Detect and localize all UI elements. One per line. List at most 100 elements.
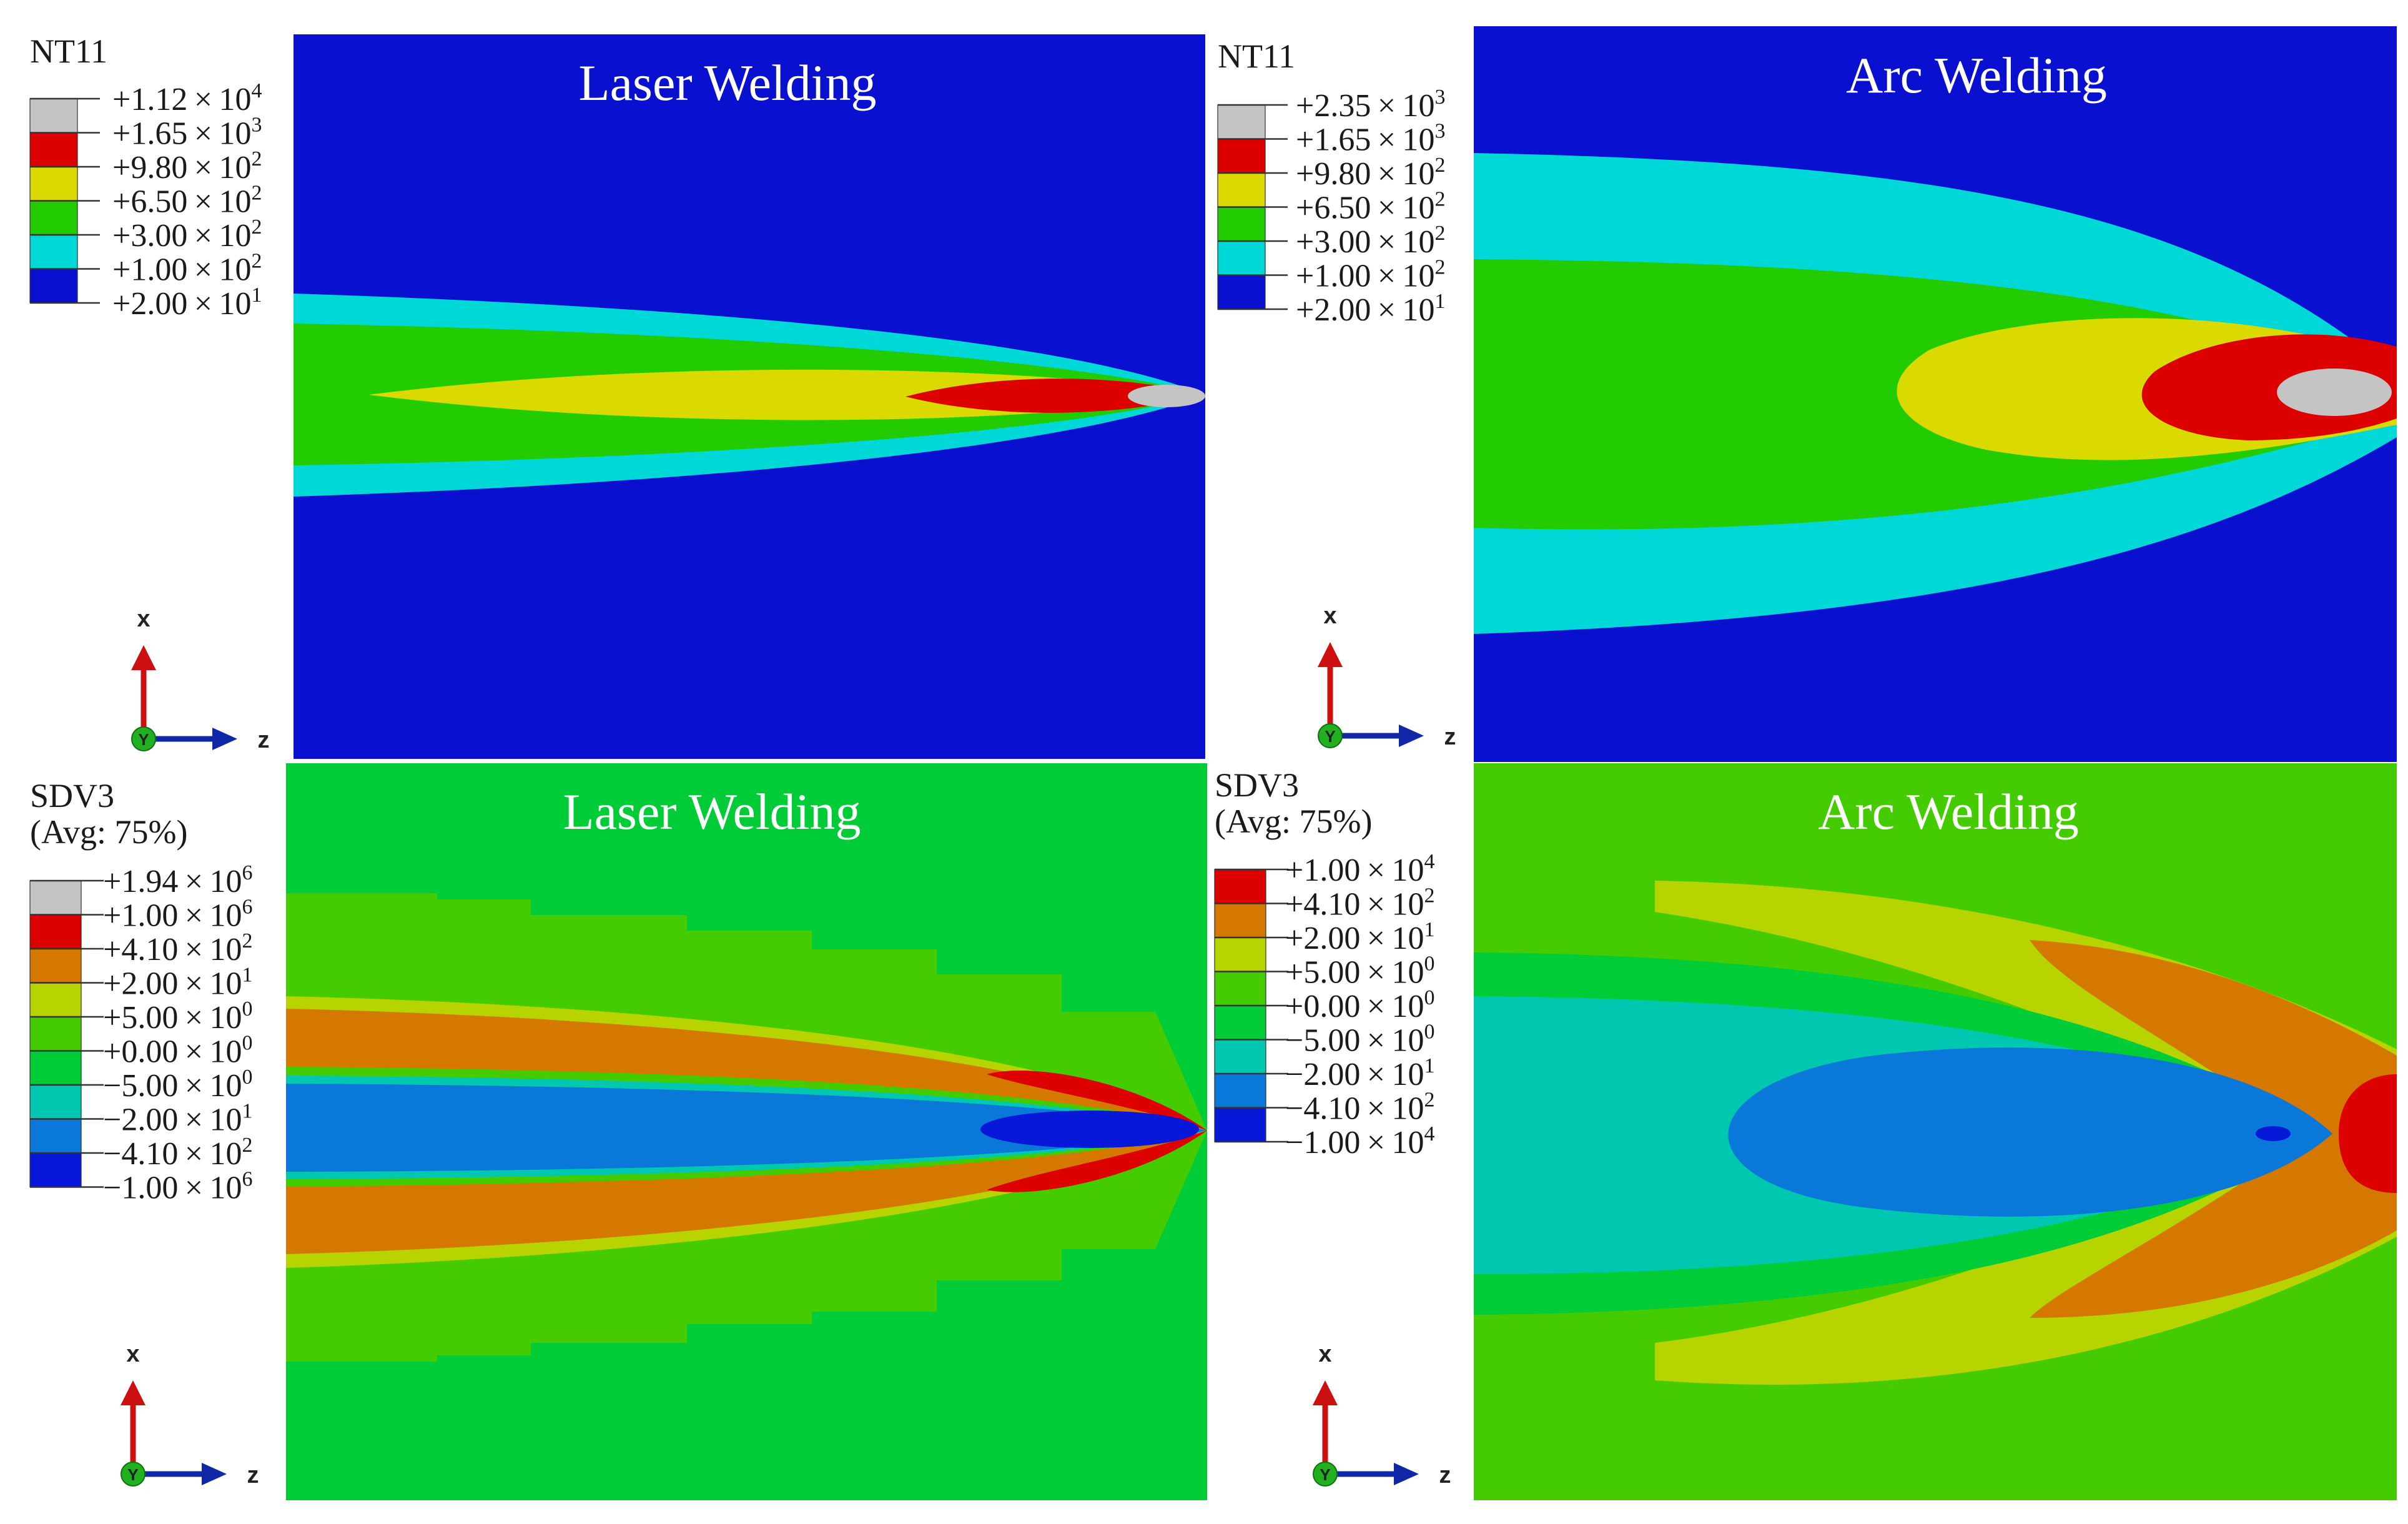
axis-right-arrowhead <box>1394 1463 1419 1485</box>
axis-triad: Yx z <box>131 606 270 753</box>
axis-out-label: Y <box>1325 727 1335 746</box>
legend-value: +1.12 × 104 <box>112 79 262 117</box>
legend-swatch-sdv-blue <box>1214 1073 1266 1109</box>
legend-swatch-sdv-yellow <box>1214 937 1266 972</box>
axis-triad: Yx z <box>121 1341 259 1488</box>
legend-value: +1.65 × 103 <box>1296 120 1445 158</box>
axis-up-arrowhead <box>1313 1380 1338 1405</box>
legend-swatch-nt-cyan <box>29 234 78 270</box>
legend-swatch-nt-red <box>29 132 78 167</box>
legend-swatch-sdv-red <box>1214 869 1266 904</box>
legend-value: +1.65 × 103 <box>112 114 262 152</box>
legend-value: +2.00 × 101 <box>1285 918 1434 956</box>
sdv3-laser-contour-plot <box>286 763 1207 1500</box>
axis-up-label: x <box>1318 1341 1331 1367</box>
legend-value: +2.00 × 101 <box>1296 290 1445 328</box>
legend-swatch-sdv-blue-dark <box>29 1152 82 1188</box>
legend-swatch-nt-blue <box>1217 274 1266 310</box>
sdv3-arc-panel: Arc Welding <box>1474 763 2397 1500</box>
color-legend: SDV3(Avg: 75%) +1.00 × 104+4.10 × 102+2.0… <box>1214 766 1434 1160</box>
contour-region-blue <box>286 1084 1207 1172</box>
legend-value: +3.00 × 102 <box>112 215 262 254</box>
panel-title: Arc Welding <box>1846 47 2107 104</box>
axis-up-label: x <box>126 1341 139 1367</box>
legend-value: −2.00 × 101 <box>103 1100 252 1138</box>
contour-region-red <box>2339 1074 2397 1193</box>
legend-value: +5.00 × 100 <box>1285 952 1434 991</box>
axis-up-label: x <box>137 606 150 632</box>
legend-heading: NT11 <box>1218 37 1295 75</box>
axis-out-label: Y <box>127 1465 138 1484</box>
legend-value: +1.00 × 102 <box>1296 256 1445 294</box>
legend-value: +4.10 × 102 <box>1285 884 1434 923</box>
contour-region-orange <box>2030 940 2397 1318</box>
axis-triad: Yx z <box>1318 603 1456 750</box>
axis-up-arrowhead <box>131 645 156 670</box>
legend-swatch-sdv-yellow <box>29 982 82 1017</box>
legend-value: −1.00 × 106 <box>103 1168 252 1206</box>
legend-swatch-nt-yellow <box>1217 172 1266 208</box>
nt11-arc-contour-plot <box>1474 26 2397 762</box>
axis-right-arrowhead <box>212 728 237 750</box>
contour-region-grey <box>1128 385 1205 407</box>
legend-swatch-nt-green <box>1217 206 1266 242</box>
legend-swatch-sdv-teal <box>1214 1039 1266 1074</box>
color-legend: NT11+2.35 × 103+1.65 × 103+9.80 × 102+6.… <box>1217 37 1445 328</box>
axis-up-arrowhead <box>121 1380 146 1405</box>
contour-region-blue <box>1728 1047 2332 1217</box>
legend-value: +0.00 × 100 <box>103 1032 252 1070</box>
axis-right-label: z <box>258 727 270 753</box>
legend-value: +6.50 × 102 <box>112 182 262 220</box>
legend-swatch-nt-blue <box>29 268 78 304</box>
legend-swatch-sdv-blue-dark <box>1214 1107 1266 1142</box>
axis-out-label: Y <box>138 730 149 749</box>
axis-right-arrowhead <box>1399 725 1424 747</box>
legend-swatch-sdv-green <box>29 1050 82 1086</box>
legend-value: +9.80 × 102 <box>112 147 262 186</box>
legend-swatch-sdv-teal <box>29 1084 82 1120</box>
legend-heading: NT11 <box>30 32 107 70</box>
axis-up-label: x <box>1323 603 1336 629</box>
legend-value: +4.10 × 102 <box>103 929 252 967</box>
legend-swatch-nt-grey <box>1217 104 1266 140</box>
legend-value: −2.00 × 101 <box>1285 1054 1434 1092</box>
axis-triads-layer: Yx z Yx z Yx z Yx z <box>121 603 1456 1488</box>
legend-value: +1.94 × 106 <box>103 861 252 899</box>
sdv3-laser-panel: Laser Welding <box>286 763 1207 1500</box>
nt11-laser-panel: Laser Welding <box>294 34 1205 759</box>
axis-origin-circle <box>121 1462 146 1487</box>
contour-region-dark-blue <box>980 1111 1199 1148</box>
legend-value: −5.00 × 100 <box>103 1066 252 1104</box>
legend-swatch-sdv-green <box>1214 1005 1266 1041</box>
legend-value: +2.35 × 103 <box>1296 86 1445 124</box>
legend-swatch-nt-grey <box>29 98 78 134</box>
legend-swatch-sdv-blue <box>29 1118 82 1154</box>
contour-region-dark-blue <box>2256 1126 2291 1141</box>
axis-origin-circle <box>1318 723 1343 748</box>
legend-value: −1.00 × 104 <box>1285 1122 1434 1160</box>
panel-title: Arc Welding <box>1818 783 2079 840</box>
legend-swatch-nt-yellow <box>29 166 78 202</box>
legend-value: +5.00 × 100 <box>103 997 252 1036</box>
legend-value: +9.80 × 102 <box>1296 154 1445 192</box>
axis-right-label: z <box>247 1462 259 1488</box>
panel-title: Laser Welding <box>563 783 861 840</box>
sdv3-arc-contour-plot <box>1474 763 2397 1500</box>
legend-value: +1.00 × 102 <box>112 250 262 288</box>
legend-swatch-nt-red <box>1217 138 1266 174</box>
legend-heading: SDV3 <box>1215 766 1299 804</box>
nt11-laser-contour-plot <box>294 34 1205 759</box>
contour-region-red <box>905 379 1205 413</box>
axis-triad: Yx z <box>1313 1341 1451 1488</box>
axis-up-arrowhead <box>1318 642 1343 667</box>
legend-heading: SDV3 <box>30 777 114 814</box>
axis-right-arrowhead <box>202 1463 227 1485</box>
axis-right-label: z <box>1444 724 1456 750</box>
contour-region-grey <box>2277 369 2392 416</box>
legend-swatch-sdv-orange <box>1214 903 1266 938</box>
legend-value: +1.00 × 106 <box>103 896 252 934</box>
legend-swatch-sdv-lgreen <box>1214 971 1266 1006</box>
legend-value: +1.00 × 104 <box>1285 850 1434 888</box>
contour-region-red-lower <box>987 1131 1207 1192</box>
